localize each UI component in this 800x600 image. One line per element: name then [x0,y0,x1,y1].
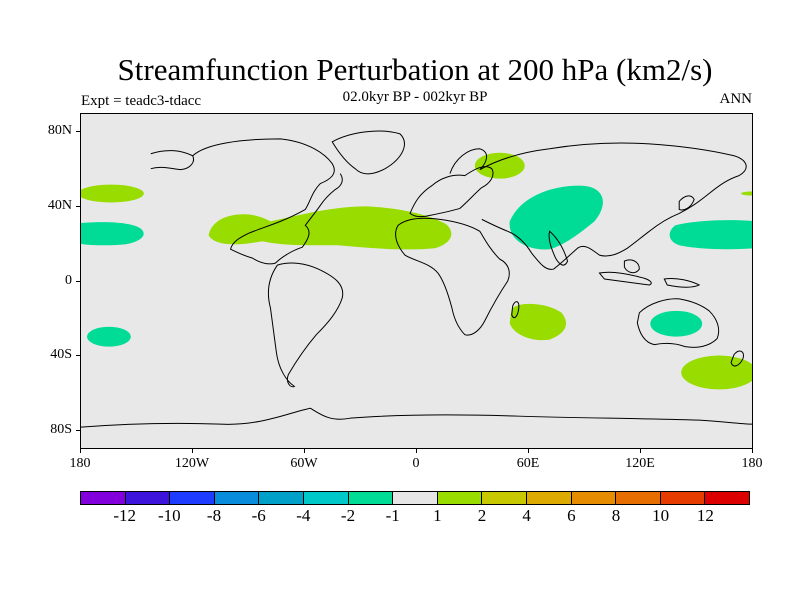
southern-ocean-positive [681,355,752,390]
ytick-40s [76,355,80,356]
colorbar-cell [482,492,527,504]
north-pacific-positive [81,184,144,203]
colorbar-label: -1 [385,506,400,525]
xtick-180w [80,449,81,453]
colorbar-cell [616,492,661,504]
season-label: ANN [719,91,753,107]
colorbar-cell [125,492,171,504]
colorbar-cell [571,492,617,504]
colorbar-cell [660,492,706,504]
lat-label-40s: 40S [50,347,72,362]
greenland-coast [331,130,405,175]
subtropical-pacific-negative [81,222,144,246]
siberia-positive [474,152,525,179]
colorbar-cell [437,492,483,504]
colorbar-label: 6 [567,506,576,525]
xtick-120w [192,449,193,453]
europe-coast [409,166,494,218]
scandinavia-coast [449,148,488,174]
lat-label-80n: 80N [47,123,72,138]
xtick-60w [304,449,305,453]
lat-label-eq: 0 [65,273,72,288]
australia-coast [636,298,720,348]
borneo-coast [623,259,640,274]
colorbar-cell [348,492,394,504]
japan-coast [678,195,695,211]
colorbar-cell [81,492,126,504]
colorbar-label: 12 [696,506,714,525]
lon-label-120w: 120W [174,456,210,471]
lon-label-60e: 60E [516,456,540,471]
map-panel [80,113,753,449]
colorbar [80,491,750,505]
colorbar-cell [259,492,304,504]
subtropical-atlantic-positive [208,206,452,250]
lat-label-40n: 40N [47,198,72,213]
indonesia-coast [598,271,652,286]
xtick-180e [752,449,753,453]
colorbar-label: 4 [522,506,531,525]
lon-label-60w: 60W [290,456,318,471]
ytick-40n [76,206,80,207]
colorbar-label: 1 [433,506,442,525]
south-america-coast [268,262,344,388]
madagascar-coast [511,301,520,319]
xtick-60e [528,449,529,453]
north-america-coast [192,138,343,265]
ytick-80n [76,131,80,132]
xtick-120e [640,449,641,453]
lat-label-80s: 80S [50,422,72,437]
ytick-80s [76,430,80,431]
anomaly-layer [81,152,752,390]
ytick-0 [76,281,80,282]
antarctica-coast [81,407,752,428]
colorbar-cell [214,492,260,504]
alaska-coast [150,150,194,171]
colorbar-cell [303,492,349,504]
coastline-layer [81,130,752,428]
colorbar-label: -2 [340,506,356,525]
colorbar-label: -12 [113,506,136,525]
colorbar-label: -4 [296,506,311,525]
colorbar-label: -10 [157,506,181,525]
colorbar-label: -8 [206,506,222,525]
new-zealand-coast [730,350,744,367]
australia-negative [650,310,703,337]
colorbar-cell [526,492,572,504]
colorbar-cell [705,492,749,504]
map-svg [81,130,752,428]
atlantic-east-positive-tip [741,191,752,196]
lon-label-120e: 120E [625,456,655,471]
indian-ocean-positive [509,303,567,341]
south-pacific-negative [86,326,131,347]
colorbar-label: 10 [652,506,670,525]
colorbar-label: 2 [477,506,487,525]
africa-coast [395,217,510,336]
colorbar-cell [170,492,215,504]
plot-title: Streamfunction Perturbation at 200 hPa (… [117,52,713,87]
west-pacific-negative [669,220,752,250]
asia-coast [479,142,747,270]
lon-label-180e: 180 [741,456,763,471]
xtick-0 [416,449,417,453]
lon-label-0: 0 [412,456,420,471]
experiment-label: Expt = teadc3-tdacc [81,93,202,109]
new-guinea-coast [663,278,701,288]
period-subtitle: 02.0kyr BP - 002kyr BP [342,89,488,105]
colorbar-cell [393,492,438,504]
lon-label-180w: 180 [69,456,91,471]
central-asia-negative [509,185,603,250]
colorbar-label: -6 [251,506,266,525]
colorbar-label: 8 [611,506,621,525]
india-coast [548,230,569,266]
